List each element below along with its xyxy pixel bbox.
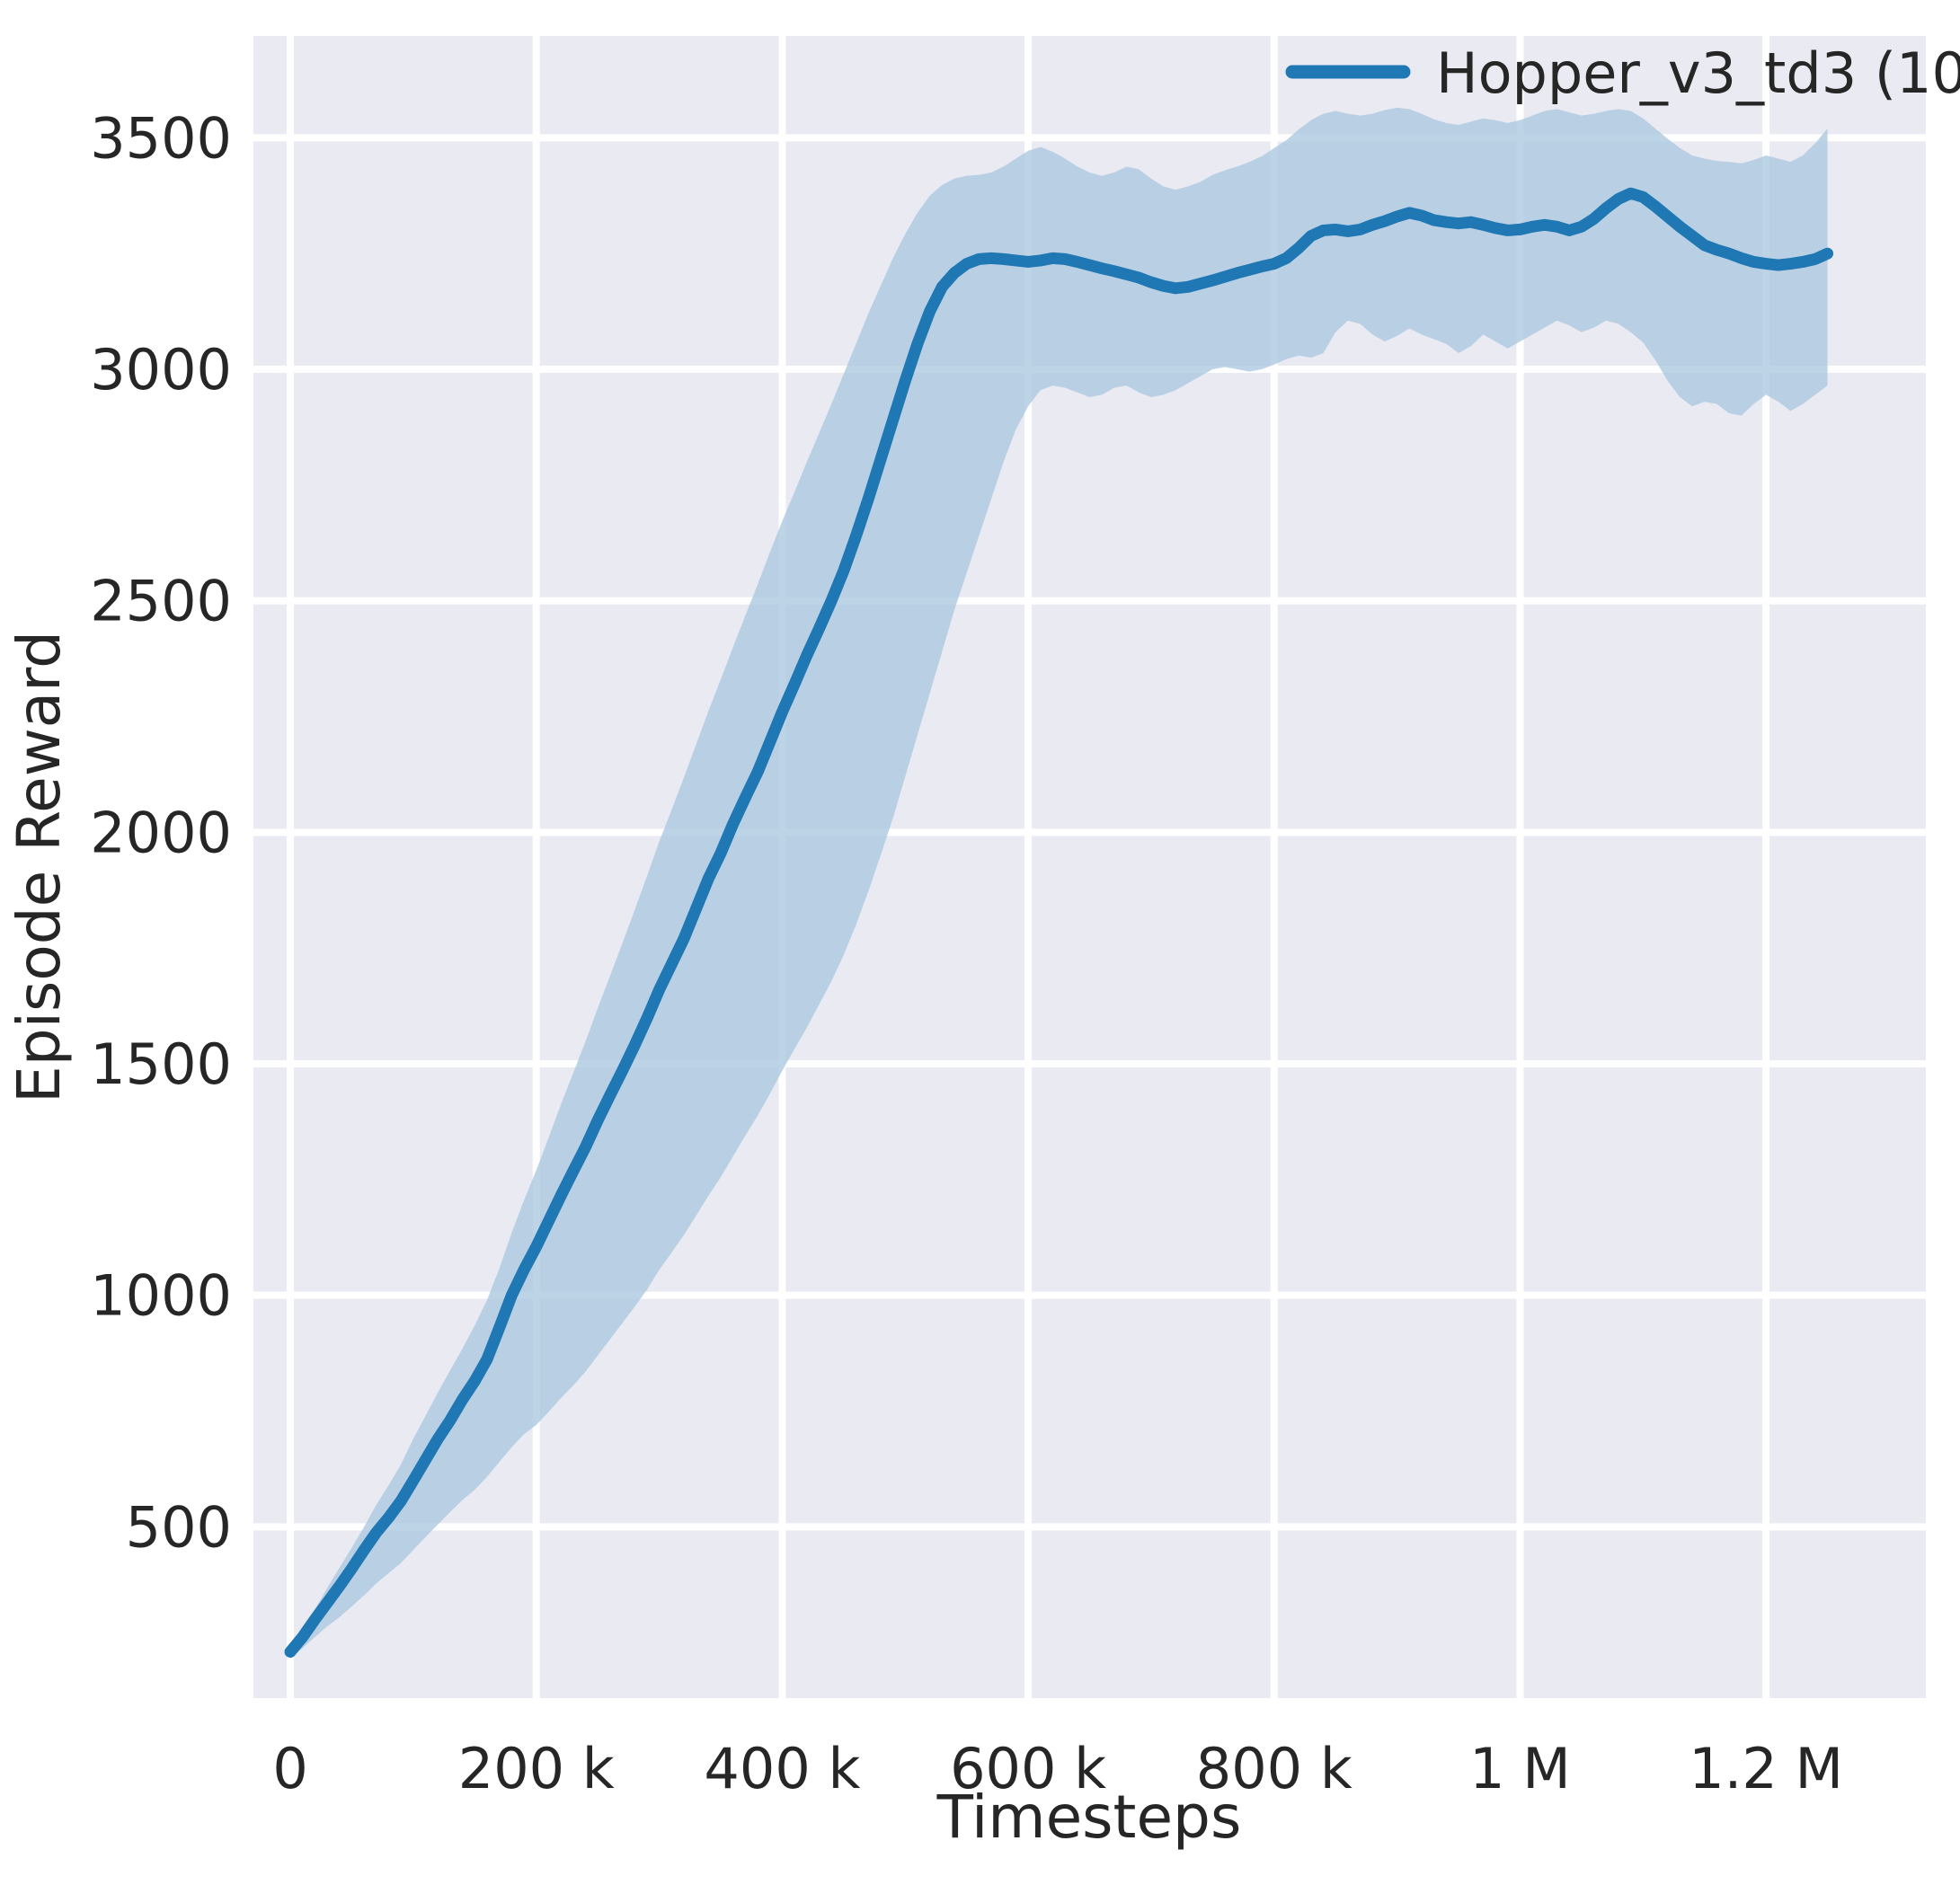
y-axis-title: Episode Reward	[4, 631, 74, 1103]
y-tick-label-3: 2000	[90, 800, 232, 865]
y-gridlines	[253, 134, 1926, 1531]
x-tick-label-6: 1.2 M	[1689, 1736, 1843, 1801]
legend[interactable]: Hopper_v3_td3 (10)	[1285, 40, 1960, 106]
y-tick-label-5: 3000	[90, 337, 232, 403]
y-tick-label-6: 3500	[90, 105, 232, 171]
x-tick-labels: 0 200 k 400 k 600 k 800 k 1 M 1.2 M	[272, 1736, 1843, 1801]
y-tick-labels: 500 1000 1500 2000 2500 3000 3500	[90, 105, 232, 1560]
x-tick-label-3: 600 k	[950, 1736, 1106, 1801]
x-tick-label-5: 1 M	[1469, 1736, 1571, 1801]
y-tick-label-2: 1500	[90, 1031, 232, 1097]
series-line	[284, 187, 1834, 1658]
x-tick-label-0: 0	[272, 1736, 307, 1801]
x-axis-title: Timesteps	[936, 1783, 1242, 1852]
x-tick-label-2: 400 k	[704, 1736, 860, 1801]
confidence-band	[290, 107, 1828, 1659]
y-tick-label-0: 500	[126, 1494, 232, 1560]
x-tick-label-4: 800 k	[1196, 1736, 1352, 1801]
x-tick-label-1: 200 k	[458, 1736, 615, 1801]
y-tick-label-1: 1000	[90, 1263, 232, 1329]
legend-entry-label: Hopper_v3_td3 (10)	[1436, 40, 1960, 106]
y-tick-label-4: 2500	[90, 569, 232, 634]
